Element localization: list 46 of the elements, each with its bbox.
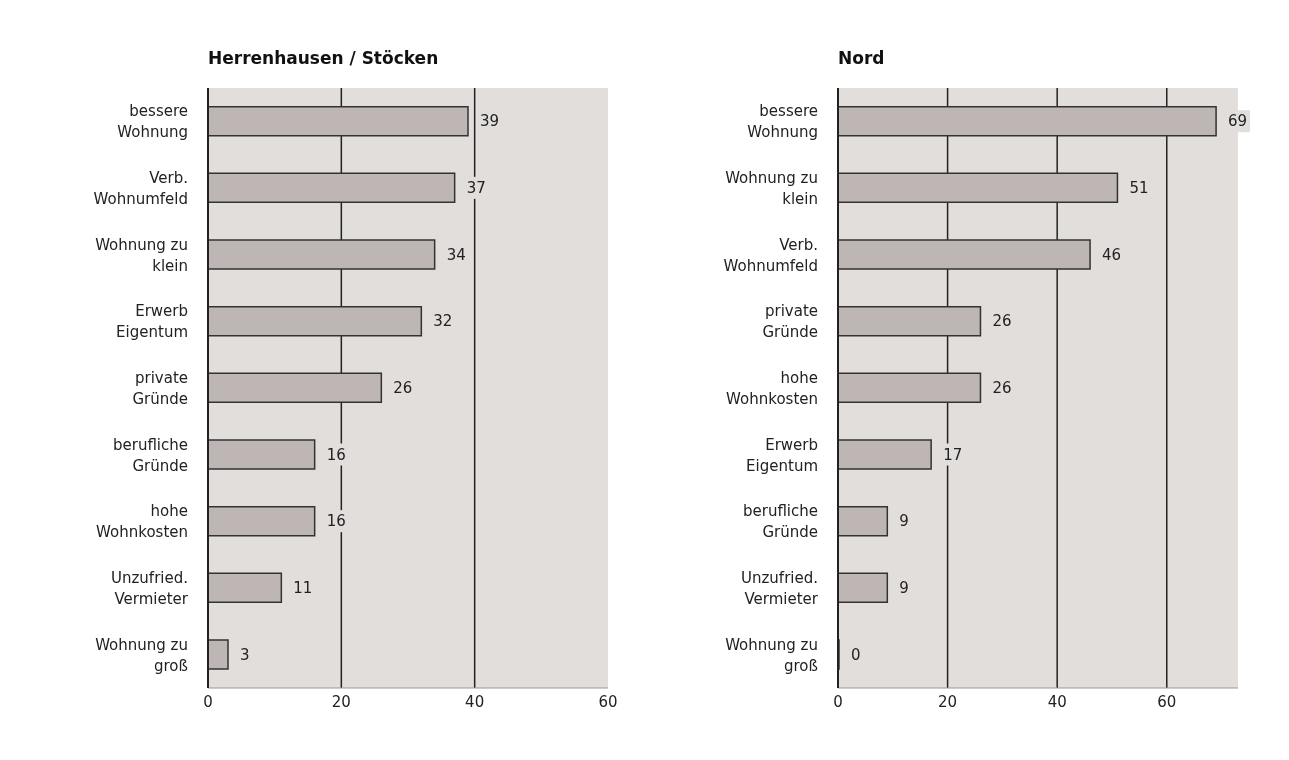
y-tick-label: bessere Wohnung — [747, 102, 818, 142]
data-label: 37 — [466, 178, 486, 197]
x-tick-label: 0 — [833, 692, 843, 711]
y-tick-label: Erwerb Eigentum — [116, 302, 188, 342]
chart-title: Nord — [838, 48, 886, 70]
x-tick-label: 40 — [465, 692, 485, 711]
data-label: 51 — [1129, 178, 1149, 197]
y-tick-label: Erwerb Eigentum — [746, 435, 818, 475]
data-label: 26 — [992, 378, 1012, 397]
data-label: 26 — [393, 378, 413, 397]
data-label: 69 — [1228, 112, 1248, 131]
y-tick-label: bessere Wohnung — [117, 102, 188, 142]
data-label: 34 — [446, 245, 466, 264]
y-tick-label: Wohnung zu groß — [95, 635, 188, 675]
data-label: 39 — [480, 112, 500, 131]
y-tick-label: Unzufried. Vermieter — [111, 569, 189, 608]
x-tick-label: 20 — [938, 692, 958, 711]
data-label: 16 — [326, 512, 346, 531]
data-label: 9 — [899, 578, 909, 597]
data-label: 17 — [943, 445, 963, 464]
y-tick-label: hohe Wohnkosten — [96, 502, 188, 542]
y-tick-label: Wohnung zu groß — [725, 635, 818, 675]
x-tick-label: 60 — [1157, 692, 1177, 711]
y-tick-label: Verb. Wohnumfeld — [93, 169, 188, 208]
y-tick-label: Unzufried. Vermieter — [741, 569, 819, 608]
y-tick-label: Verb. Wohnumfeld — [723, 235, 818, 275]
data-label: 32 — [433, 312, 453, 331]
y-tick-label: private Gründe — [132, 369, 188, 408]
data-label: 3 — [240, 645, 250, 664]
y-tick-label: private Gründe — [762, 302, 818, 342]
y-tick-label: hohe Wohnkosten — [726, 369, 818, 408]
y-tick-label: berufliche Gründe — [742, 502, 818, 542]
y-tick-label: Wohnung zu klein — [725, 169, 818, 208]
chart-title: Herrenhausen / Stöcken — [208, 48, 440, 70]
data-label: 26 — [992, 312, 1012, 331]
x-tick-label: 0 — [203, 692, 213, 711]
data-label: 9 — [899, 512, 909, 531]
x-tick-label: 60 — [598, 692, 618, 711]
data-label: 0 — [851, 645, 861, 664]
x-tick-label: 20 — [331, 692, 351, 711]
y-tick-label: Wohnung zu klein — [95, 235, 188, 275]
data-label: 16 — [326, 445, 346, 464]
y-tick-label: berufliche Gründe — [112, 435, 188, 475]
data-label: 46 — [1102, 245, 1122, 264]
x-tick-label: 40 — [1047, 692, 1067, 711]
data-label: 11 — [293, 578, 313, 597]
